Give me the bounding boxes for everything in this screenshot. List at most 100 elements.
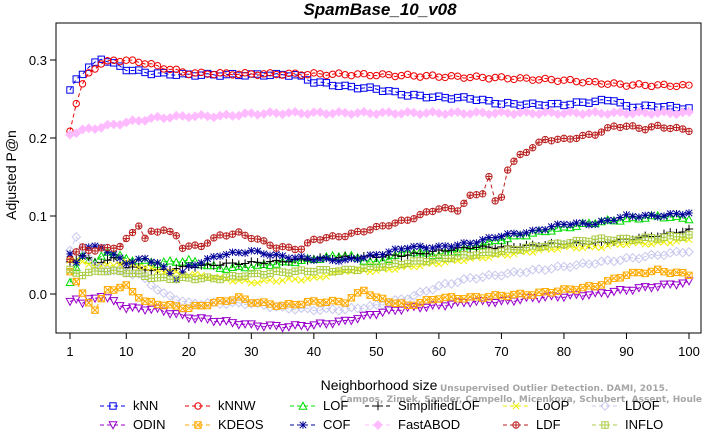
data-point-odin xyxy=(240,320,250,329)
data-point-lof xyxy=(684,214,694,224)
data-point-cof xyxy=(222,250,231,259)
data-point-ldf xyxy=(610,122,618,130)
data-point-ldf xyxy=(391,219,399,227)
data-point-odin xyxy=(459,298,469,308)
data-point-ldf xyxy=(166,227,174,236)
data-point-cof xyxy=(353,255,362,263)
data-point-odin xyxy=(584,291,594,300)
data-point-cof xyxy=(378,250,387,259)
watermark-line-1: Unsupervised Outlier Detection. DAMI, 20… xyxy=(440,384,668,394)
data-point-kdeos xyxy=(478,294,487,302)
data-point-inflo xyxy=(654,235,662,243)
legend-item-inflo: INFLO xyxy=(592,417,663,432)
data-point-odin xyxy=(421,303,432,313)
data-point-fastabod xyxy=(246,108,257,119)
data-point-odin xyxy=(553,293,563,303)
data-point-inflo xyxy=(472,251,481,259)
data-point-odin xyxy=(603,289,613,299)
data-point-ldf xyxy=(353,227,362,236)
data-point-odin xyxy=(352,315,363,324)
data-point-ldof xyxy=(158,288,169,298)
data-point-ldof xyxy=(452,277,463,288)
legend: kNN kNNW LOF SimplifiedLOF LoOP LDOF ODIN KDEOS… xyxy=(100,398,663,432)
data-point-ldf xyxy=(153,228,162,236)
data-point-odin xyxy=(346,317,357,326)
data-point-kdeos xyxy=(579,283,587,292)
data-point-cof xyxy=(241,249,249,257)
data-point-ldf xyxy=(566,135,574,143)
data-point-cof xyxy=(316,255,324,263)
data-point-simplifiedlof xyxy=(215,261,225,270)
data-point-kdeos xyxy=(660,267,668,276)
data-point-inflo xyxy=(522,243,531,252)
data-point-ldf xyxy=(685,127,693,136)
data-point-cof xyxy=(403,244,412,253)
data-point-fastabod xyxy=(171,110,182,121)
data-point-ldf xyxy=(622,122,631,130)
data-point-ldof xyxy=(534,264,544,274)
data-point-ldf xyxy=(572,134,581,143)
data-point-odin xyxy=(559,293,569,303)
data-point-inflo xyxy=(579,237,587,245)
data-point-odin xyxy=(315,319,325,329)
data-point-inflo xyxy=(616,234,624,243)
data-point-cof xyxy=(216,252,224,260)
data-point-simplifiedlof xyxy=(240,259,250,268)
data-point-inflo xyxy=(297,266,306,274)
data-point-knnw xyxy=(72,99,80,108)
data-point-cof xyxy=(635,213,643,221)
data-point-kdeos xyxy=(654,265,662,274)
data-point-knn xyxy=(391,87,399,96)
data-point-cof xyxy=(266,251,274,260)
data-point-odin xyxy=(134,304,144,314)
data-point-knnw xyxy=(91,65,99,73)
data-point-odin xyxy=(227,319,238,328)
data-point-ldof xyxy=(402,294,413,305)
data-point-kdeos xyxy=(147,298,155,306)
data-point-loop xyxy=(522,248,530,256)
data-point-cof xyxy=(122,260,130,268)
data-point-ldf xyxy=(385,222,393,230)
data-point-fastabod xyxy=(565,106,576,117)
data-point-cof xyxy=(660,212,668,220)
legend-label-lof: LOF xyxy=(323,398,348,413)
data-point-ldf xyxy=(447,205,456,213)
legend-item-loop: LoOP xyxy=(503,398,569,413)
data-point-cof xyxy=(647,211,656,219)
x-tick-label: 60 xyxy=(432,344,446,359)
data-point-cof xyxy=(666,209,674,218)
data-point-kdeos xyxy=(410,301,418,310)
data-point-kdeos xyxy=(460,295,468,303)
data-point-odin xyxy=(159,307,169,317)
data-point-inflo xyxy=(197,274,206,283)
legend-label-ldof: LDOF xyxy=(625,398,660,413)
data-point-kdeos xyxy=(203,301,212,310)
data-point-ldof xyxy=(152,285,163,295)
x-tick-label: 100 xyxy=(678,344,700,359)
data-point-ldof xyxy=(183,297,194,308)
data-point-cof xyxy=(141,254,149,263)
data-point-kdeos xyxy=(641,269,649,278)
data-point-cof xyxy=(579,219,587,227)
legend-item-knn: kNN xyxy=(100,398,158,413)
data-point-inflo xyxy=(597,234,606,242)
data-point-inflo xyxy=(453,252,462,260)
data-point-inflo xyxy=(66,265,74,274)
data-point-ldf xyxy=(510,157,518,165)
data-point-inflo xyxy=(553,239,562,248)
data-point-ldf xyxy=(372,222,381,231)
legend-marker-ldf xyxy=(512,421,520,429)
data-point-ldf xyxy=(203,239,212,247)
data-point-knnw xyxy=(503,75,512,83)
data-point-fastabod xyxy=(383,107,394,118)
data-point-fastabod xyxy=(665,108,676,119)
series-inflo xyxy=(66,231,693,284)
data-point-knnw xyxy=(435,73,443,81)
data-point-ldf xyxy=(210,234,218,242)
data-point-kdeos xyxy=(85,299,93,307)
data-point-odin xyxy=(684,277,694,286)
legend-label-loop: LoOP xyxy=(536,398,569,413)
legend-item-ldof: LDOF xyxy=(592,398,660,413)
data-point-ldf xyxy=(197,242,206,251)
data-point-inflo xyxy=(266,269,274,278)
